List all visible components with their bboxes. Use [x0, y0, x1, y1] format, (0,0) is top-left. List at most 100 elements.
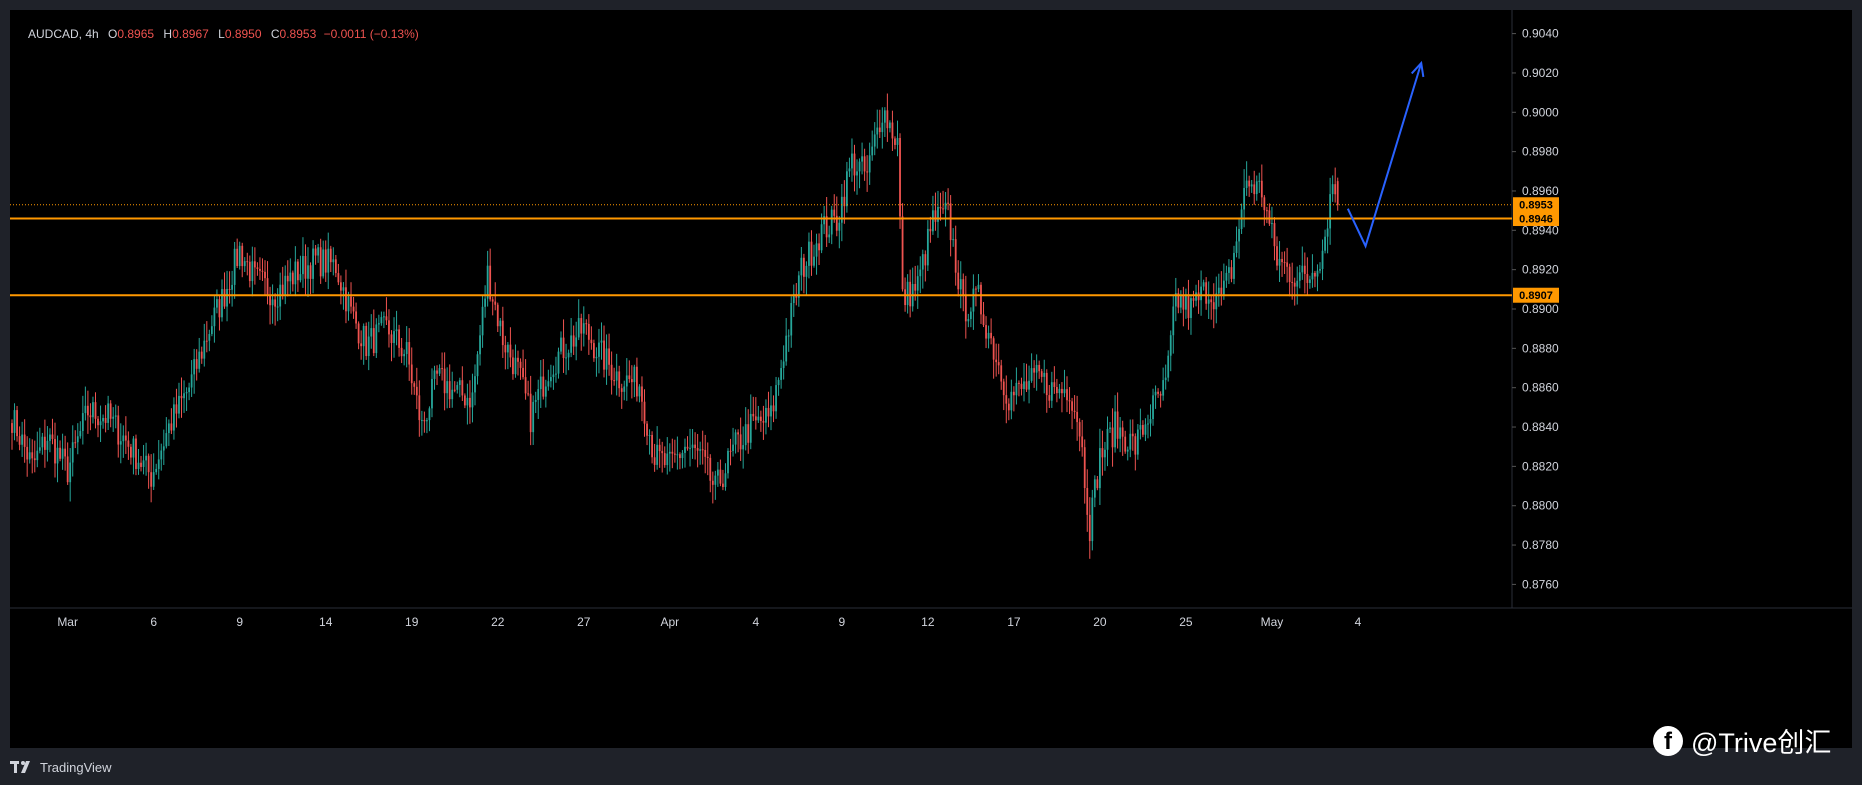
candle-body [1035, 364, 1038, 373]
candle [1301, 246, 1304, 280]
candle-body [1200, 286, 1202, 301]
x-tick-label: 27 [577, 615, 591, 629]
candle-body [1159, 393, 1162, 396]
candle-body [727, 450, 729, 474]
candle [66, 442, 69, 485]
candle [711, 471, 714, 504]
candle-body [901, 216, 904, 290]
candle [840, 183, 843, 242]
candle [610, 351, 613, 395]
candle-body [982, 314, 985, 326]
candle [1281, 251, 1283, 277]
candle-body [1025, 381, 1028, 390]
candle-body [1248, 180, 1251, 187]
candle [972, 274, 975, 330]
candle-body [405, 342, 408, 355]
candle [380, 311, 383, 326]
candle-body [317, 247, 320, 256]
candle-body [1096, 479, 1099, 489]
candle [598, 328, 600, 374]
candle-body [61, 448, 64, 459]
candle-body [1276, 246, 1278, 266]
candle [716, 462, 719, 487]
candle [696, 433, 699, 468]
candle [312, 240, 314, 294]
candle [878, 109, 881, 138]
candle [188, 382, 190, 401]
candle [210, 315, 213, 337]
candle [145, 442, 147, 476]
candle-body [813, 256, 815, 266]
candle-body [737, 432, 740, 435]
candle [679, 452, 681, 470]
candle-body [552, 374, 555, 378]
tradingview-logo-icon[interactable] [10, 760, 34, 774]
candle-body [410, 364, 413, 384]
candle [1293, 277, 1296, 306]
candle-body [253, 261, 256, 268]
tradingview-brand[interactable]: TradingView [40, 759, 112, 775]
candle-body [74, 442, 77, 444]
candle-body [696, 448, 699, 451]
candle-body [170, 423, 173, 431]
candle-body [1205, 282, 1208, 304]
candle-body [474, 376, 476, 393]
candle [1139, 408, 1142, 440]
candle-body [1179, 295, 1182, 308]
candle [509, 327, 512, 368]
candle [54, 422, 56, 478]
candle [1207, 281, 1210, 320]
candle [959, 261, 962, 309]
candle-body [1030, 368, 1033, 381]
candle [937, 190, 939, 238]
candle [89, 403, 92, 431]
candle-body [623, 386, 626, 392]
candle-body [932, 210, 934, 232]
candle-body [815, 243, 818, 257]
candle [428, 406, 431, 432]
candle-body [157, 459, 160, 469]
candle-body [959, 279, 962, 290]
candle-body [1018, 382, 1020, 384]
candle [274, 293, 277, 326]
candle-body [486, 265, 489, 299]
candle-body [830, 209, 833, 235]
candle [805, 261, 808, 295]
candle-body [823, 216, 826, 225]
candle-body [28, 452, 31, 460]
candle-body [790, 303, 793, 336]
candle-body [668, 451, 671, 454]
candlestick-chart[interactable]: 0.90400.90200.90000.89800.89600.89400.89… [10, 10, 1852, 748]
candle [238, 241, 241, 270]
candle [924, 250, 927, 282]
candle [1164, 364, 1167, 390]
candle-body [390, 334, 393, 343]
candle-body [894, 138, 896, 145]
candle [1202, 279, 1205, 291]
candle [162, 429, 165, 465]
candle [41, 432, 44, 455]
candle-body [1182, 295, 1185, 310]
candle-body [1093, 479, 1096, 498]
candle-body [296, 261, 299, 281]
candle-body [567, 352, 570, 358]
candle-body [555, 373, 557, 375]
chart-area[interactable]: 0.9040 0.9020 0.9000 0.8980 0.8960 0.8940 0.89… [10, 10, 1852, 748]
candle [203, 323, 206, 367]
candle [13, 403, 16, 441]
candle [104, 405, 107, 433]
candle-body [916, 276, 919, 291]
candle-body [648, 434, 651, 436]
candle-body [418, 395, 421, 421]
candle-body [1235, 241, 1238, 253]
candle [772, 395, 775, 423]
candle-body [122, 435, 125, 442]
candle [1154, 385, 1157, 409]
candle [1273, 217, 1276, 261]
y-tick-label: 0.8980 [1522, 145, 1559, 159]
candle [1235, 226, 1238, 258]
candle-body [711, 480, 714, 485]
candle-body [286, 275, 289, 282]
candle [625, 358, 628, 401]
candle [932, 195, 934, 235]
